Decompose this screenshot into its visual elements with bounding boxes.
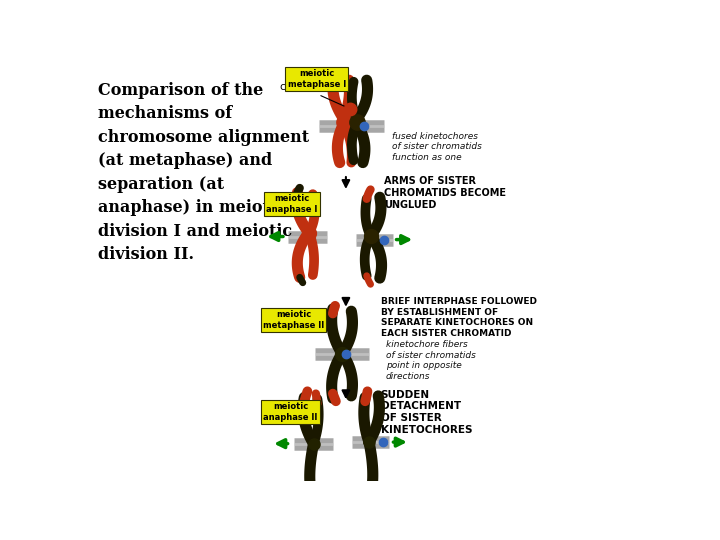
Text: Comparison of the
mechanisms of
chromosome alignment
(at metaphase) and
separati: Comparison of the mechanisms of chromoso…	[98, 82, 309, 263]
Text: meiotic
anaphase II: meiotic anaphase II	[264, 402, 318, 422]
Text: chiasma: chiasma	[279, 82, 346, 107]
Text: BRIEF INTERPHASE FOLLOWED
BY ESTABLISHMENT OF
SEPARATE KINETOCHORES ON
EACH SIST: BRIEF INTERPHASE FOLLOWED BY ESTABLISHME…	[381, 298, 536, 338]
Text: meiotic
anaphase I: meiotic anaphase I	[266, 194, 318, 214]
Text: meiotic
metaphase I: meiotic metaphase I	[287, 69, 346, 89]
Text: meiotic
metaphase II: meiotic metaphase II	[263, 309, 324, 330]
Text: fused kinetochores
of sister chromatids
function as one: fused kinetochores of sister chromatids …	[392, 132, 482, 161]
Text: kinetochore fibers
of sister chromatids
point in opposite
directions: kinetochore fibers of sister chromatids …	[386, 340, 476, 381]
Text: SUDDEN
DETACHMENT
OF SISTER
KINETOCHORES: SUDDEN DETACHMENT OF SISTER KINETOCHORES	[381, 390, 472, 435]
Text: ARMS OF SISTER
CHROMATIDS BECOME
UNGLUED: ARMS OF SISTER CHROMATIDS BECOME UNGLUED	[384, 177, 506, 210]
